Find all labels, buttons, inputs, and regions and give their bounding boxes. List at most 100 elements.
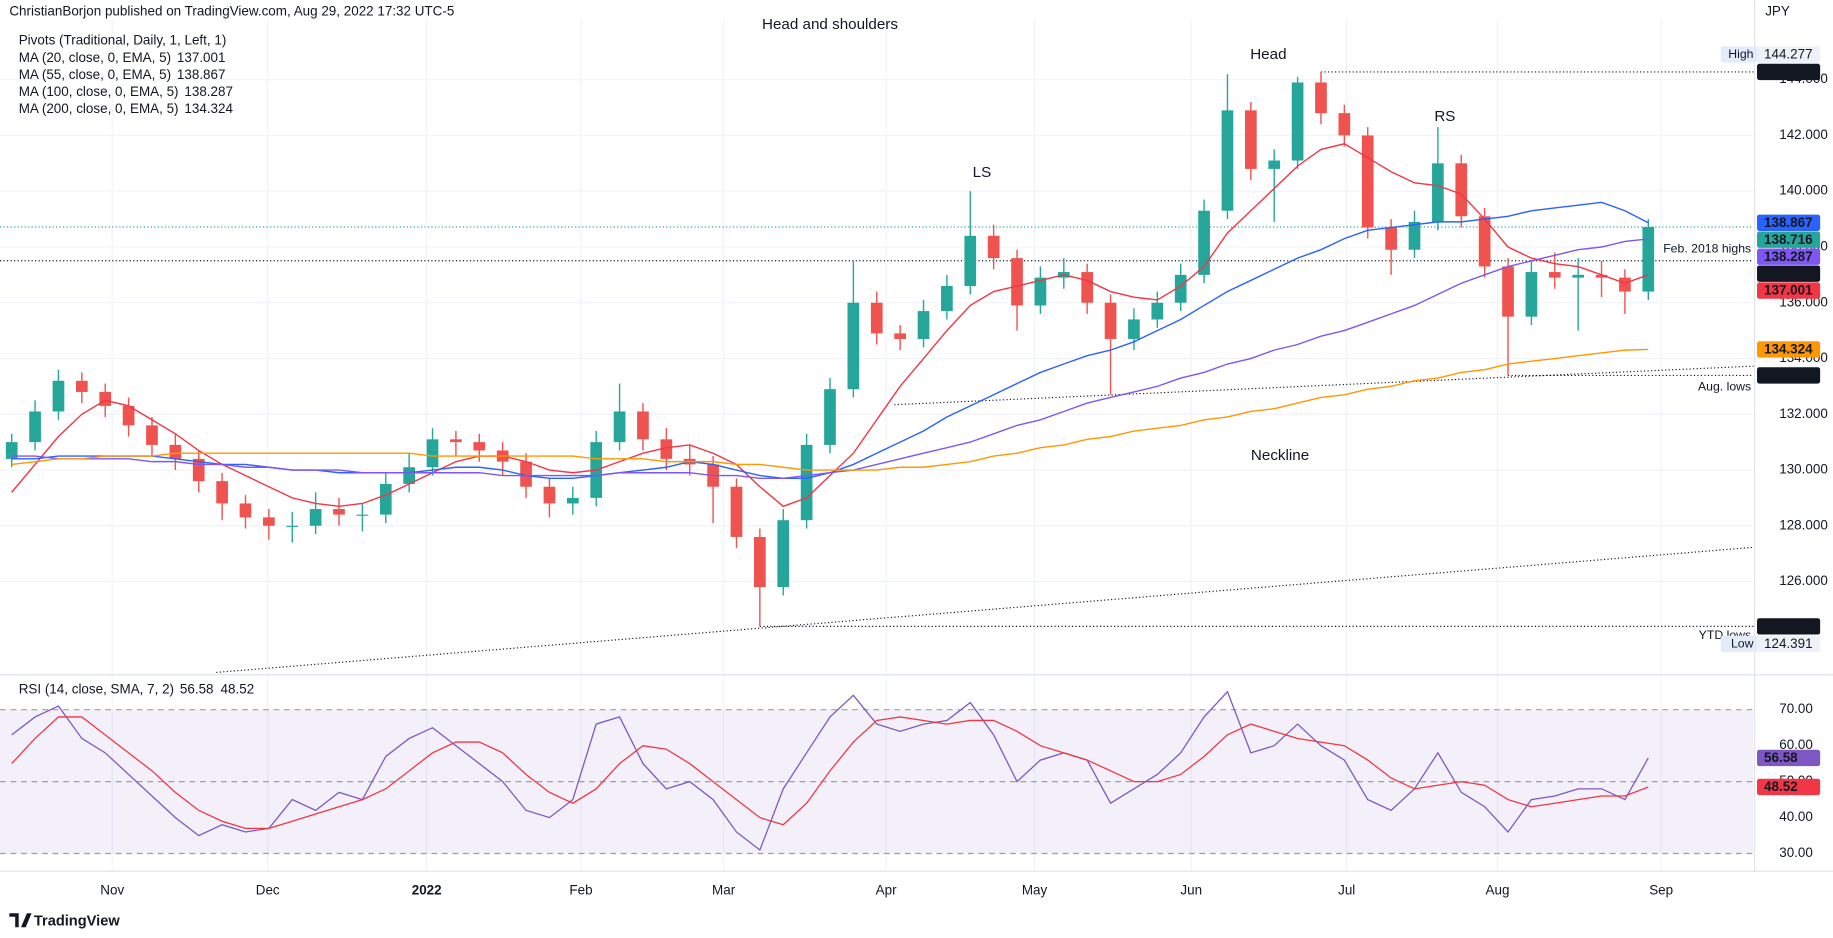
marks [0, 71, 1754, 852]
level-label: Feb. 2018 highs [1663, 241, 1751, 255]
candle-body [1548, 272, 1561, 278]
rsi-tick-label: 30.00 [1779, 845, 1813, 860]
extreme-value-bg [1757, 46, 1821, 63]
price-badge [1757, 341, 1821, 358]
price-badge-label: 144.277 [1764, 64, 1813, 79]
candle-body [1268, 160, 1281, 169]
candle-body [824, 389, 836, 445]
candle-body [356, 514, 369, 516]
candle-body [1291, 82, 1304, 161]
candle-body [333, 509, 345, 515]
candle-body [1572, 274, 1585, 278]
candle-body [75, 380, 88, 392]
legend-name: MA (55, close, 0, EMA, 5) [19, 67, 171, 82]
rsi-line [11, 716, 1649, 829]
y-tick-label: 132.000 [1779, 406, 1828, 421]
price-badge-label: 56.58 [1764, 750, 1798, 765]
candle-body [637, 411, 649, 440]
candle-body [894, 333, 906, 339]
annotation: Head and shoulders [762, 16, 898, 33]
candle-body [1151, 302, 1164, 320]
candle-body [473, 442, 486, 451]
candle-body [1455, 163, 1468, 217]
legend-value: 137.001 [177, 50, 226, 65]
x-tick-label: Jul [1338, 883, 1355, 898]
rsi-tick-label: 70.00 [1779, 701, 1813, 716]
candle-body [917, 311, 930, 339]
candle-body [847, 302, 860, 390]
candle-body [1361, 135, 1374, 228]
candle-body [1221, 110, 1234, 211]
candle-body [777, 520, 790, 588]
candle-body [660, 439, 673, 459]
trendlines [216, 365, 1754, 673]
price-badge [1757, 214, 1821, 231]
support-trendline [216, 546, 1754, 673]
candle-body [1642, 227, 1655, 292]
candle-body [216, 481, 228, 504]
candle-body [870, 302, 883, 334]
candle-body [1385, 227, 1397, 250]
candle-body [263, 517, 275, 526]
legend-name: MA (20, close, 0, EMA, 5) [19, 50, 171, 65]
candle-body [1619, 277, 1631, 292]
candle-body [1595, 274, 1608, 278]
candle-body [543, 486, 556, 504]
logo-icon [9, 913, 32, 928]
candle-body [1198, 210, 1210, 275]
annotation: Neckline [1251, 447, 1309, 464]
annotation: LS [973, 164, 992, 181]
legend-name: MA (200, close, 0, EMA, 5) [19, 101, 179, 116]
candle-body [122, 405, 135, 426]
extreme-tag [1720, 635, 1758, 653]
candle-body [426, 439, 439, 468]
candle-body [450, 439, 462, 443]
candle-body [1104, 302, 1117, 339]
extreme-value: 144.277 [1764, 47, 1813, 62]
legend-name: MA (100, close, 0, EMA, 5) [19, 84, 179, 99]
x-tick-label: Apr [876, 883, 897, 898]
y-tick-label: 140.000 [1779, 183, 1828, 198]
price-badge [1757, 282, 1821, 299]
price-badge [1757, 231, 1821, 248]
price-badge [1757, 265, 1821, 282]
x-tick-label: Mar [712, 883, 736, 898]
legend-value: 138.867 [177, 67, 226, 82]
rsi-tick-label: 40.00 [1779, 809, 1813, 824]
candle-body [403, 467, 415, 484]
candle-body [239, 503, 252, 518]
level-label: Aug. lows [1698, 379, 1751, 393]
candle-body [169, 444, 182, 459]
x-tick-label: Jun [1180, 883, 1202, 898]
x-tick-label: Feb [569, 883, 592, 898]
candle-body [1432, 163, 1444, 222]
x-tick-label: Sep [1649, 883, 1673, 898]
candle-body [1478, 216, 1491, 267]
price-badge-label: 137.001 [1764, 283, 1813, 298]
candle-body [987, 235, 1000, 259]
extreme-tag-label: High [1728, 47, 1753, 61]
price-badge [1757, 367, 1821, 384]
candle-body [520, 461, 532, 487]
candle-body [1408, 221, 1421, 250]
header-band [0, 0, 1754, 19]
candle-body [1525, 272, 1538, 317]
x-tick-label: Dec [256, 883, 280, 898]
y-tick-label: 128.000 [1779, 517, 1828, 532]
candle-body [941, 285, 953, 312]
header: ChristianBorjon published on TradingView… [9, 3, 454, 18]
candle-body [5, 442, 18, 459]
extreme-tag-label: Low [1731, 637, 1754, 651]
price-badge [1757, 618, 1821, 635]
currency: JPY [1765, 3, 1790, 18]
x-tick-label: Nov [100, 883, 124, 898]
price-badge-label: 133.392 [1764, 368, 1813, 383]
price-badge [1757, 749, 1821, 767]
annotation: RS [1434, 108, 1455, 125]
ma-line [11, 143, 1649, 508]
candle-body [146, 425, 158, 445]
y-tick-label: 142.000 [1779, 127, 1828, 142]
extreme-tag [1720, 46, 1758, 63]
candle-body [379, 483, 392, 515]
